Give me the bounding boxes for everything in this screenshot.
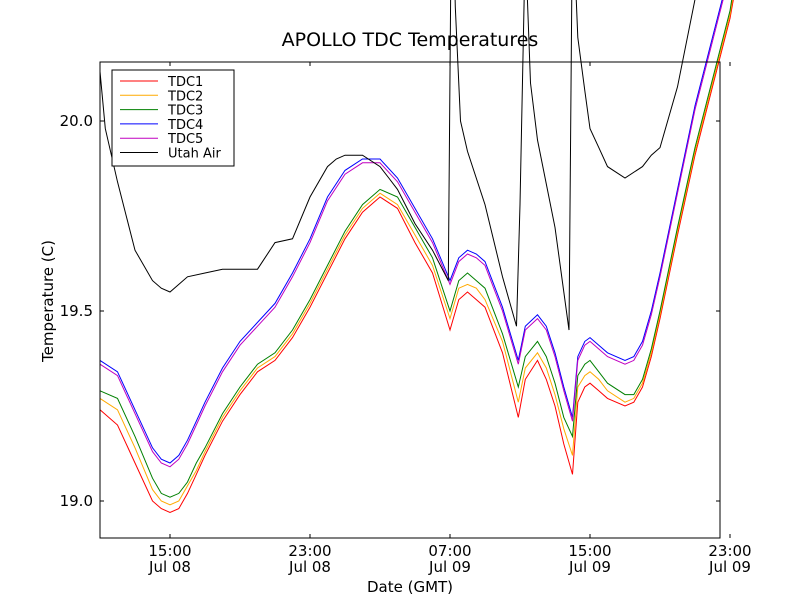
series-line-tdc1 (99, 0, 734, 513)
x-tick-time-label: 23:00 (708, 542, 751, 560)
series-layer (99, 0, 734, 513)
y-tick-label: 20.0 (60, 112, 93, 130)
series-line-tdc4 (99, 0, 723, 464)
x-tick-date-label: Jul 09 (428, 558, 471, 576)
legend-label: TDC2 (167, 89, 203, 104)
legend-label: TDC3 (167, 104, 203, 119)
x-tick-time-label: 15:00 (148, 542, 191, 560)
legend-label: TDC4 (167, 118, 203, 133)
plot-area-frame (99, 61, 721, 539)
x-tick-time-label: 15:00 (568, 542, 611, 560)
y-tick-label: 19.0 (60, 492, 93, 510)
y-tick-label: 19.5 (60, 302, 93, 320)
series-line-tdc3 (99, 0, 733, 498)
series-line-utah-air (99, 0, 696, 331)
legend-box (111, 69, 235, 167)
series-line-tdc2 (99, 0, 733, 506)
x-tick-time-label: 23:00 (288, 542, 331, 560)
y-axis-label: Temperature (C) (39, 240, 57, 363)
x-tick-time-label: 07:00 (428, 542, 471, 560)
x-tick-date-label: Jul 09 (568, 558, 611, 576)
legend-label: Utah Air (168, 147, 221, 162)
chart-title: APOLLO TDC Temperatures (282, 29, 539, 51)
x-tick-date-label: Jul 08 (148, 558, 191, 576)
legend-label: TDC5 (167, 132, 203, 147)
x-tick-date-label: Jul 08 (288, 558, 331, 576)
series-line-tdc5 (99, 0, 724, 468)
legend-label: TDC1 (167, 75, 203, 90)
x-tick-date-label: Jul 09 (708, 558, 751, 576)
x-axis-label: Date (GMT) (367, 578, 453, 596)
